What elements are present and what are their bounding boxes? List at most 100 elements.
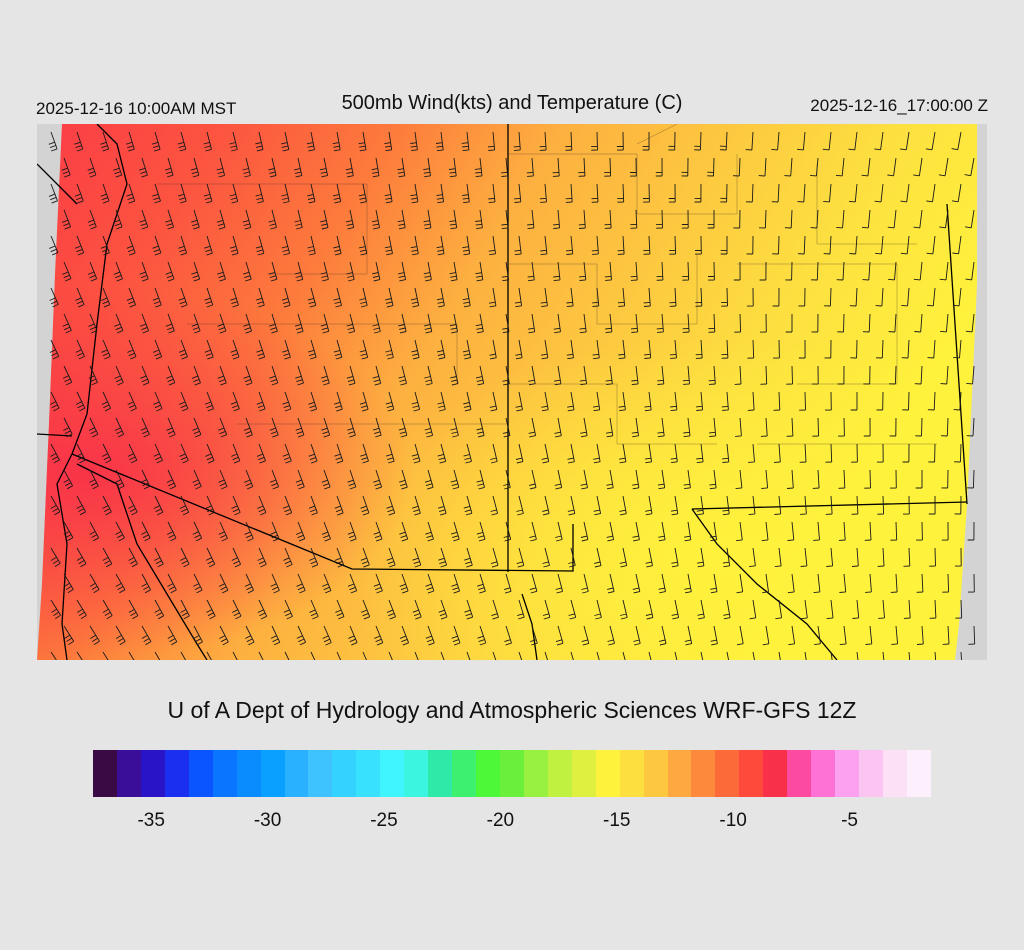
wind-barb <box>938 157 949 177</box>
wind-barb <box>462 183 470 204</box>
legend-swatch <box>763 750 788 797</box>
legend-swatch <box>882 750 907 797</box>
wind-barb <box>655 157 663 177</box>
wind-barb <box>502 417 511 438</box>
wind-barb <box>759 313 767 333</box>
wind-barb <box>928 443 936 463</box>
wind-barb <box>735 469 743 490</box>
wind-barb <box>179 391 189 412</box>
wind-barb <box>218 469 228 490</box>
wind-barb <box>126 235 136 256</box>
wind-barb <box>320 313 330 334</box>
local-time-label: 2025-12-16 10:00AM MST <box>36 99 237 118</box>
wind-barb <box>747 339 755 359</box>
wind-barb <box>798 339 806 359</box>
wind-barb <box>916 573 924 593</box>
wind-barb <box>695 339 703 359</box>
wind-barb <box>282 391 292 412</box>
wind-barb <box>581 573 589 594</box>
wind-barb <box>281 287 291 308</box>
wind-barb <box>825 495 833 515</box>
wind-barb <box>517 599 525 620</box>
wind-barb <box>515 443 524 464</box>
legend-swatch <box>667 750 692 797</box>
wind-barb <box>217 313 227 334</box>
wind-barb <box>619 547 628 568</box>
wind-barb <box>837 313 845 333</box>
wind-barb <box>697 599 705 620</box>
wind-barb <box>462 287 471 308</box>
wind-barb <box>746 235 754 255</box>
wind-barb <box>968 625 976 645</box>
wind-barb <box>62 313 72 334</box>
wind-barb <box>749 599 757 620</box>
wind-barb <box>437 339 446 360</box>
wind-barb <box>914 365 923 385</box>
wind-barb <box>309 547 319 568</box>
wind-barb <box>114 417 125 438</box>
wind-barb <box>438 547 448 568</box>
wind-barb <box>541 391 549 412</box>
wind-barb <box>114 469 125 490</box>
wind-barb <box>385 287 394 308</box>
wind-barb <box>255 235 265 256</box>
wind-barb <box>177 131 187 152</box>
wind-barb <box>889 417 897 437</box>
wind-barb <box>48 131 58 152</box>
wind-barb <box>179 547 190 568</box>
wind-barb <box>127 391 137 412</box>
wind-barb <box>863 365 871 385</box>
wind-barb <box>604 157 612 177</box>
wind-barb <box>774 547 782 568</box>
wind-barb <box>294 261 304 282</box>
wind-barb <box>839 625 847 646</box>
wind-barb <box>308 443 318 464</box>
wind-barb <box>412 547 422 568</box>
legend-swatch <box>140 750 165 797</box>
wind-barb <box>424 365 433 386</box>
wind-barb <box>670 391 678 412</box>
wind-barb <box>771 131 780 151</box>
legend-swatch <box>811 750 836 797</box>
wind-barb <box>385 443 395 464</box>
wind-barb <box>902 443 910 463</box>
wind-barb <box>800 495 807 515</box>
legend-swatch <box>571 750 596 797</box>
wind-barb <box>216 209 226 230</box>
legend-swatch <box>308 750 333 797</box>
wind-barb <box>114 313 124 334</box>
legend-ticks: -35 -30 -25 -20 -15 -10 -5 <box>93 810 931 834</box>
temperature-map <box>36 123 987 672</box>
wind-barb <box>307 339 317 360</box>
wind-barb <box>528 417 537 438</box>
wind-barb <box>927 339 936 359</box>
wind-barb <box>371 157 380 178</box>
wind-barb <box>591 131 598 151</box>
wind-barb <box>165 313 175 334</box>
wind-barb <box>334 391 343 412</box>
wind-barb <box>87 209 97 230</box>
wind-barb <box>734 313 742 333</box>
wind-barb <box>358 131 367 152</box>
wind-barb <box>539 183 547 203</box>
wind-barb <box>502 313 510 334</box>
wind-barb <box>824 339 832 359</box>
wind-barb <box>476 469 485 490</box>
wind-barb <box>491 599 499 620</box>
wind-barb <box>88 365 98 386</box>
wind-barb <box>814 625 821 646</box>
wind-barb <box>658 573 666 594</box>
wind-barb <box>333 287 342 308</box>
wind-barb <box>424 469 434 490</box>
wind-barb <box>850 392 858 411</box>
wind-barb <box>216 157 226 178</box>
wind-barb <box>128 547 138 568</box>
wind-barb <box>256 339 266 360</box>
wind-barb <box>618 339 626 360</box>
wind-barb <box>436 183 445 204</box>
wind-barb <box>244 573 255 594</box>
wind-barb <box>965 209 975 229</box>
wind-barb <box>926 183 936 203</box>
wind-barb <box>617 235 625 255</box>
wind-barb <box>101 443 112 464</box>
